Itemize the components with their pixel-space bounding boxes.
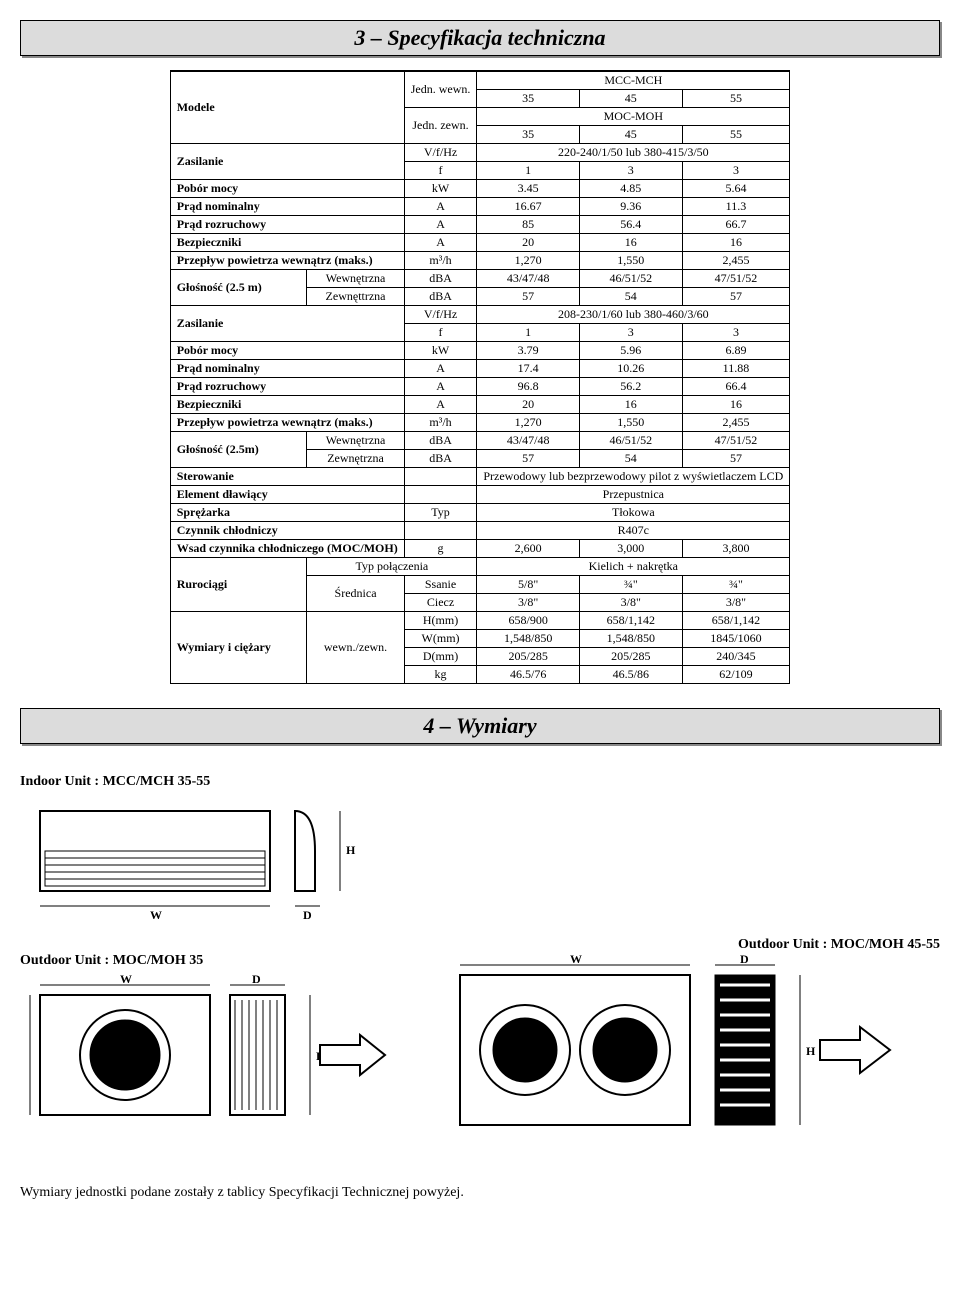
diagrams-area: Indoor Unit : MCC/MCH 35-55 W D H Outdoo… xyxy=(20,774,940,1155)
indoor-unit-label: Indoor Unit : MCC/MCH 35-55 xyxy=(20,774,940,790)
svg-text:H: H xyxy=(346,843,356,857)
footnote: Wymiary jednostki podane zostały z tabli… xyxy=(20,1185,940,1201)
jedn-zewn: Jedn. zewn. xyxy=(404,108,477,144)
section-3-title: 3 – Specyfikacja techniczna xyxy=(20,20,940,56)
svg-text:D: D xyxy=(303,908,312,922)
mcc-mch: MCC-MCH xyxy=(477,71,790,90)
outdoor-4555-label: Outdoor Unit : MOC/MOH 45-55 xyxy=(738,937,940,952)
moc-moh: MOC-MOH xyxy=(477,108,790,126)
svg-text:D: D xyxy=(252,975,261,986)
outdoor-4555-diagram: W D H xyxy=(440,955,900,1155)
svg-text:D: D xyxy=(740,955,749,966)
svg-text:W: W xyxy=(150,908,162,922)
spec-table: Modele Jedn. wewn. MCC-MCH 35 45 55 Jedn… xyxy=(170,70,791,684)
outdoor-35-diagram: W D H xyxy=(20,975,400,1155)
section-4-title: 4 – Wymiary xyxy=(20,708,940,744)
jedn-wewn: Jedn. wewn. xyxy=(404,71,477,108)
svg-text:W: W xyxy=(120,975,132,986)
modele-label: Modele xyxy=(170,71,404,144)
svg-text:H: H xyxy=(806,1044,816,1058)
svg-text:W: W xyxy=(570,955,582,966)
outdoor-35-label: Outdoor Unit : MOC/MOH 35 xyxy=(20,953,400,969)
indoor-unit-diagram: W D H xyxy=(20,796,380,926)
